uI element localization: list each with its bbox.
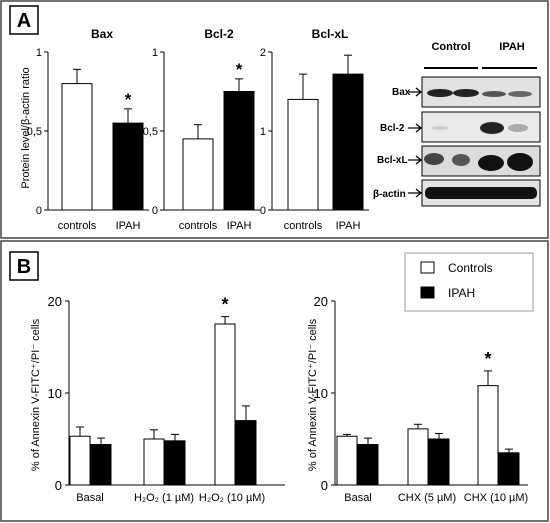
bar-controls [407, 428, 429, 486]
x-tick-label: controls [58, 220, 97, 232]
legend-swatch-ipah [420, 286, 435, 299]
panel-b-charts: 20 10 0 Basal H₂O₂ (1 µM) * H₂O₂ (10 µM) 20 10 0 B… [48, 294, 529, 504]
panel-b-ylabel-left: % of Annexin V-FITC⁺/PI⁻ cells [30, 318, 42, 471]
y-tick-label: 0,5 [143, 126, 158, 138]
blot-arrow-bax [409, 87, 423, 97]
y-tick-label: 1 [152, 47, 158, 59]
x-tick-label: H₂O₂ (10 µM) [199, 492, 265, 504]
band-bcl2-1 [431, 126, 449, 130]
legend-label-ipah: IPAH [448, 286, 475, 300]
blot-row-bax: Bax [392, 87, 411, 98]
blot-row-bcl2: Bcl-2 [380, 123, 405, 134]
blot-arrow-bactin [408, 188, 423, 198]
panel-b-label-box [9, 251, 39, 281]
panel-a-chart-1: Bax 1 0,5 0 controls IPAH * [27, 27, 149, 232]
bar-ipah [357, 444, 379, 486]
x-tick-label: controls [179, 220, 218, 232]
band-bax-1 [427, 89, 453, 97]
bar-ipah [235, 420, 257, 486]
legend-swatch-controls [420, 261, 435, 274]
bar-ipah [164, 440, 186, 486]
x-tick-label: controls [284, 220, 323, 232]
y-tick-label: 0 [152, 205, 158, 217]
chart-title: Bcl-xL [312, 27, 349, 41]
x-tick-label: IPAH [116, 220, 141, 232]
y-tick-label: 0 [321, 478, 328, 493]
legend: Controls IPAH [404, 252, 534, 312]
band-bcl2-3 [480, 122, 504, 134]
bar-controls [477, 385, 499, 486]
band-bax-2 [453, 89, 479, 97]
significance-star: * [221, 295, 228, 315]
blot-arrow-bclxl [408, 155, 423, 165]
panel-b-chart-right: 20 10 0 Basal CHX (5 µM) * CHX (10 µM) [314, 294, 529, 504]
blot-arrow-bcl2 [408, 123, 423, 133]
x-tick-label: IPAH [336, 220, 361, 232]
bar-controls [69, 435, 91, 486]
bar-controls [287, 98, 319, 211]
western-blot: Control IPAH Bax Bcl-2 Bcl-xL β-actin [373, 41, 541, 207]
band-bclxl-4 [507, 153, 533, 171]
band-bcl2-4 [508, 124, 528, 132]
x-tick-label: H₂O₂ (1 µM) [134, 492, 194, 504]
x-tick-label: IPAH [227, 220, 252, 232]
y-tick-label: 0,5 [27, 126, 42, 138]
panel-b-frame [0, 240, 549, 522]
significance-star: * [125, 90, 132, 109]
panel-b-label: B [17, 256, 31, 278]
bar-controls [143, 438, 165, 486]
y-tick-label: 0 [55, 478, 62, 493]
bar-ipah [112, 122, 144, 211]
significance-star: * [236, 60, 243, 79]
y-tick-label: 10 [48, 386, 62, 401]
panel-a-chart-3: Bcl-xL 2 1 0 controls IPAH [260, 27, 369, 232]
x-tick-label: CHX (10 µM) [464, 492, 528, 504]
chart-title: Bax [91, 27, 113, 41]
y-tick-label: 0 [260, 205, 266, 217]
band-bax-4 [508, 91, 532, 97]
bar-controls [336, 435, 358, 486]
panel-a-label-box [9, 5, 39, 35]
bar-ipah [332, 73, 364, 211]
panel-a-label: A [17, 10, 31, 32]
band-bax-3 [482, 91, 506, 97]
bar-controls [61, 83, 93, 211]
blot-row-bactin: β-actin [373, 189, 406, 200]
y-tick-label: 0 [36, 205, 42, 217]
panel-a-frame [0, 0, 549, 239]
panel-a-chart-2: Bcl-2 1 0,5 0 controls IPAH * [143, 27, 260, 232]
y-tick-label: 1 [36, 47, 42, 59]
bar-ipah [223, 91, 255, 211]
y-tick-label: 2 [260, 47, 266, 59]
y-tick-label: 10 [314, 386, 328, 401]
bar-controls [214, 323, 236, 486]
chart-title: Bcl-2 [204, 27, 234, 41]
y-tick-label: 1 [260, 126, 266, 138]
band-bactin [425, 187, 537, 199]
blot-group-ipah: IPAH [499, 41, 525, 53]
x-tick-label: Basal [76, 492, 104, 504]
bar-controls [182, 138, 214, 211]
y-tick-label: 20 [48, 294, 62, 309]
blot-row-bclxl: Bcl-xL [377, 155, 408, 166]
panel-b-chart-left: 20 10 0 Basal H₂O₂ (1 µM) * H₂O₂ (10 µM) [48, 294, 285, 504]
panel-a-charts: Bax 1 0,5 0 controls IPAH * Bcl-2 1 0,5 0 controls I… [27, 27, 369, 232]
band-bclxl-3 [478, 155, 504, 171]
bar-ipah [498, 452, 520, 486]
bar-ipah [90, 444, 112, 486]
blot-group-control: Control [431, 41, 470, 53]
x-tick-label: CHX (5 µM) [398, 492, 456, 504]
x-tick-label: Basal [344, 492, 372, 504]
band-bclxl-1 [424, 153, 444, 165]
significance-star: * [484, 349, 491, 369]
y-tick-label: 20 [314, 294, 328, 309]
panel-a-ylabel: Protein level/β-actin ratio [20, 67, 32, 188]
legend-label-controls: Controls [448, 261, 493, 275]
bar-ipah [428, 438, 450, 486]
panel-b-ylabel-right: % of Annexin V-FITC⁺/PI⁻ cells [307, 318, 319, 471]
band-bclxl-2 [452, 154, 470, 166]
